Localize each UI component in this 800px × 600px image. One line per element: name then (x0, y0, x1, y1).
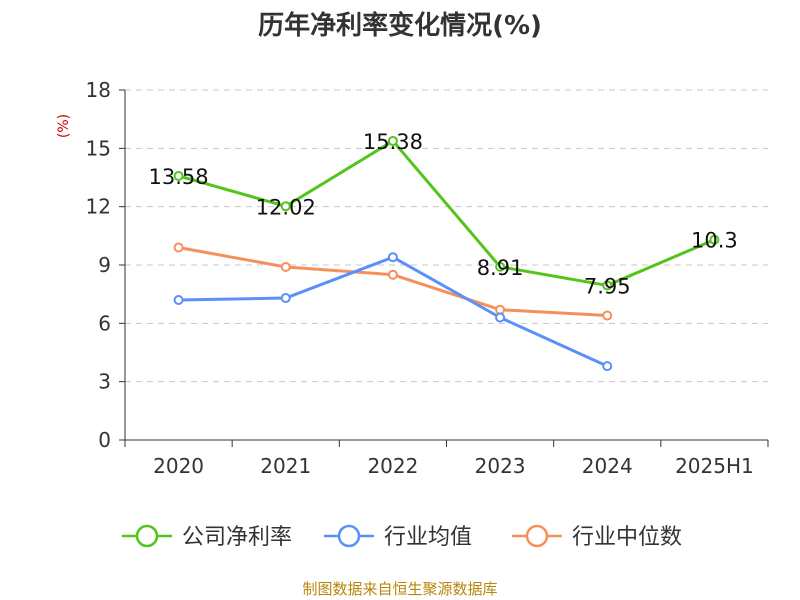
data-point-marker[interactable] (602, 361, 613, 372)
grid-lines (125, 89, 768, 383)
series-1 (173, 252, 613, 372)
data-label: 8.91 (477, 256, 524, 280)
legend-circle-icon (525, 524, 549, 548)
data-point-marker[interactable] (173, 170, 184, 181)
series-2 (173, 242, 613, 321)
y-tick-label: 0 (98, 428, 111, 452)
x-tick-label: 2025H1 (675, 454, 754, 478)
chart-title: 历年净利率变化情况(%) (258, 10, 542, 41)
legend-label: 行业中位数 (572, 525, 682, 550)
data-labels: 13.58 12.02 15.38 8.91 7.95 10.3 (149, 130, 738, 298)
legend-label: 公司净利率 (182, 525, 292, 550)
data-point-marker[interactable] (602, 310, 613, 321)
series-line (177, 139, 716, 287)
y-axis-unit-label: (%) (56, 114, 72, 138)
data-point-marker[interactable] (387, 252, 398, 263)
data-label: 10.3 (691, 229, 738, 253)
data-point-marker[interactable] (709, 234, 720, 245)
y-tick-label: 9 (98, 253, 111, 277)
y-tick-label: 15 (86, 136, 111, 160)
legend[interactable]: 公司净利率 行业均值 行业中位数 (122, 524, 682, 550)
legend-item-1[interactable]: 行业均值 (324, 524, 472, 550)
data-point-marker[interactable] (495, 261, 506, 272)
data-label: 7.95 (584, 274, 631, 298)
series-lines (173, 135, 720, 372)
legend-item-0[interactable]: 公司净利率 (122, 524, 292, 550)
x-tick-label: 2024 (582, 454, 633, 478)
data-point-marker[interactable] (280, 201, 291, 212)
data-point-marker[interactable] (495, 312, 506, 323)
x-tick-label: 2020 (153, 454, 204, 478)
legend-label: 行业均值 (384, 525, 472, 550)
y-tick-label: 12 (86, 195, 111, 219)
series-0 (173, 135, 720, 291)
data-point-marker[interactable] (173, 242, 184, 253)
data-point-marker[interactable] (387, 269, 398, 280)
x-tick-label: 2021 (260, 454, 311, 478)
data-point-marker[interactable] (280, 293, 291, 304)
y-tick-label: 6 (98, 311, 111, 335)
legend-circle-icon (337, 524, 361, 548)
axes: 0 3 6 9 12 15 18 2020 2021 2022 2023 2024 2025H1 (86, 78, 769, 478)
y-tick-label: 3 (98, 370, 111, 394)
y-tick-label: 18 (86, 78, 111, 102)
x-tick-label: 2023 (475, 454, 526, 478)
data-point-marker[interactable] (387, 135, 398, 146)
data-label: 15.38 (363, 130, 423, 154)
legend-circle-icon (135, 524, 159, 548)
data-point-marker[interactable] (280, 261, 291, 272)
data-point-marker[interactable] (173, 295, 184, 305)
data-point-marker[interactable] (602, 280, 613, 291)
source-footer: 制图数据来自恒生聚源数据库 (302, 580, 497, 598)
x-tick-label: 2022 (367, 454, 418, 478)
data-label: 12.02 (256, 195, 316, 219)
data-label: 13.58 (149, 165, 209, 189)
legend-item-2[interactable]: 行业中位数 (512, 524, 682, 550)
